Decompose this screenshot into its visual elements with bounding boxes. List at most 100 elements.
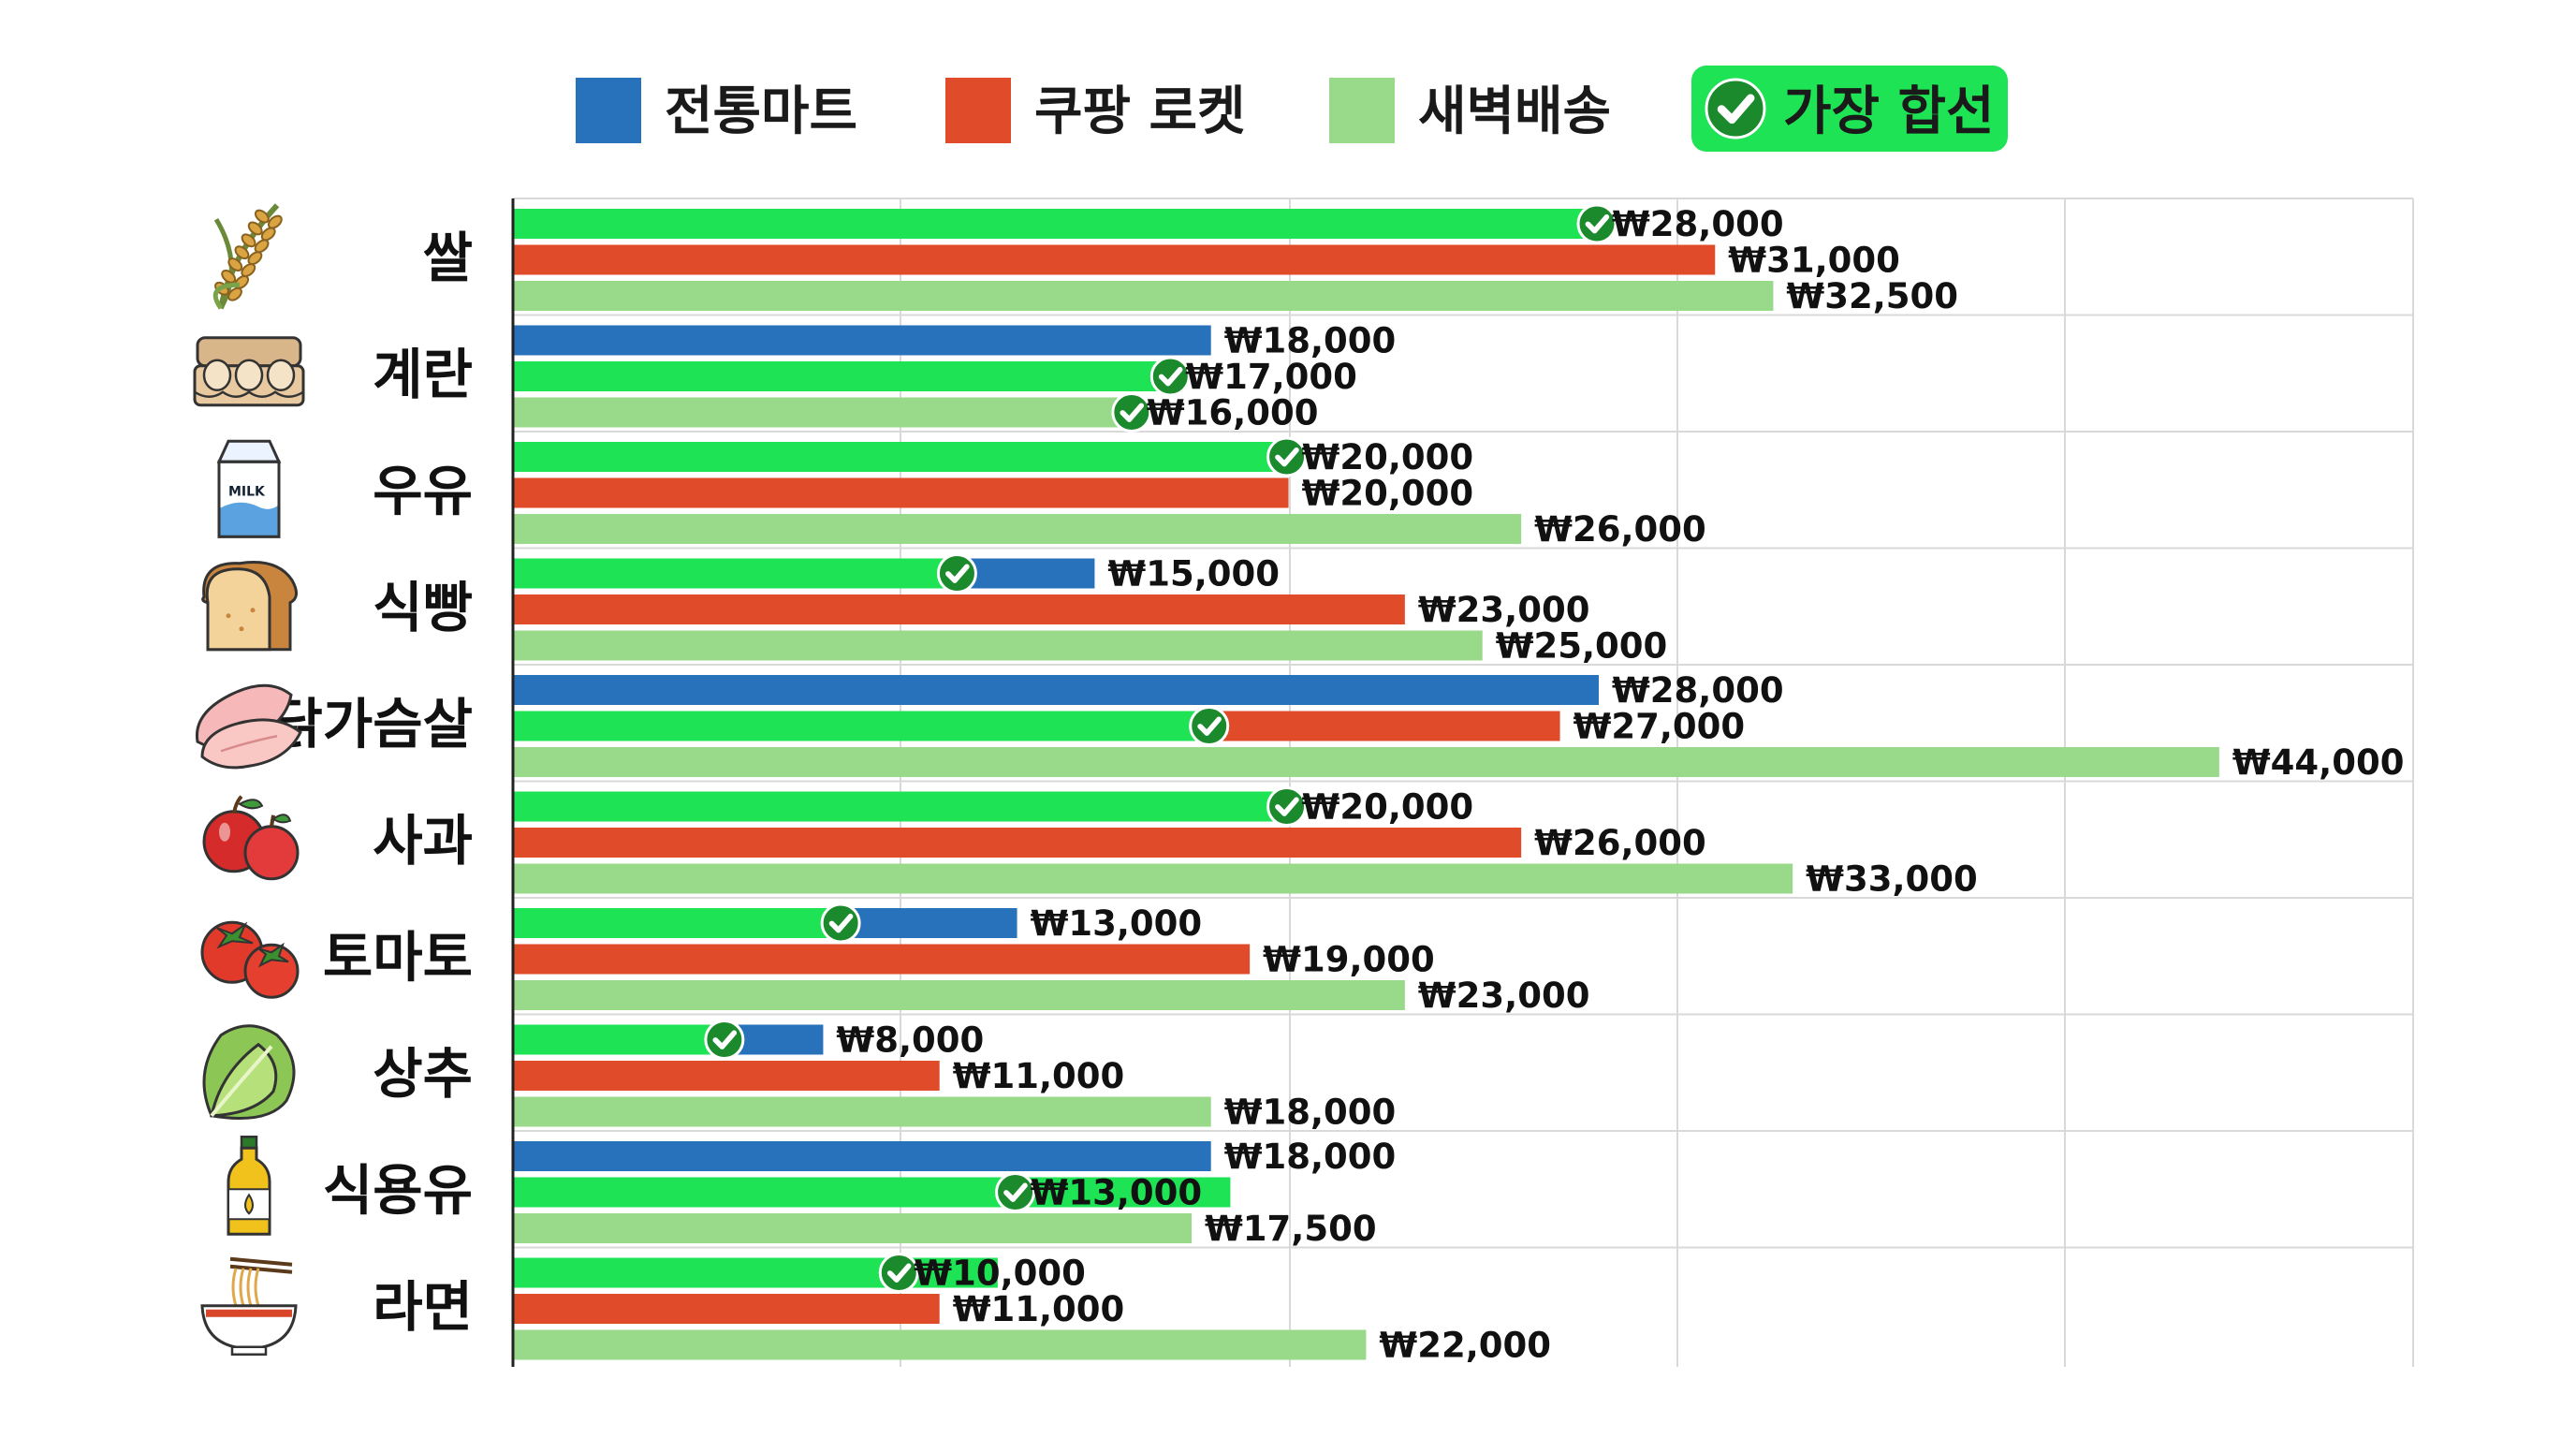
check-icon bbox=[995, 1172, 1036, 1212]
bar bbox=[842, 908, 1017, 938]
bar bbox=[513, 514, 1522, 544]
legend-swatch bbox=[576, 78, 641, 143]
bar-group: 닭가슴살 ₩28,000₩27,000 ₩44,000 bbox=[195, 670, 2405, 783]
bar-group: 라면 ₩10,000₩11,000 ₩22,000 bbox=[200, 1253, 1551, 1366]
bar bbox=[513, 594, 1405, 624]
check-icon bbox=[820, 902, 861, 944]
bar bbox=[513, 558, 959, 589]
bar-group: 식용유 ₩18,000 ₩13,000₩17,500 bbox=[227, 1136, 1397, 1249]
bar bbox=[513, 980, 1405, 1010]
legend-highlight bbox=[1691, 66, 2008, 152]
bar bbox=[513, 908, 843, 938]
bar-group: 사과 ₩20,000 ₩26,000 ₩33,000 bbox=[202, 786, 1978, 900]
bar bbox=[513, 281, 1774, 311]
value-label: ₩23,000 bbox=[1418, 590, 1590, 630]
value-label: ₩20,000 bbox=[1302, 474, 1474, 514]
bar bbox=[513, 747, 2219, 777]
bar bbox=[513, 361, 1173, 391]
category-label: 식용유 bbox=[323, 1158, 473, 1222]
bar-groups: 쌀₩28,000₩31,000₩32,500계란₩18,000₩17,000₩1… bbox=[193, 203, 2405, 1366]
bar bbox=[513, 1329, 1367, 1360]
value-label: ₩31,000 bbox=[1728, 241, 1900, 281]
value-label: ₩13,000 bbox=[1031, 903, 1203, 944]
value-label: ₩16,000 bbox=[1147, 393, 1319, 433]
value-label: ₩32,500 bbox=[1786, 276, 1958, 316]
bar bbox=[513, 1213, 1192, 1243]
check-icon bbox=[1189, 706, 1230, 746]
bar-group: 계란 ₩18,000₩17,000₩16,000 bbox=[193, 321, 1397, 433]
milk-carton-icon: MILK bbox=[216, 439, 282, 538]
bar bbox=[513, 397, 1134, 428]
value-label: ₩18,000 bbox=[1224, 321, 1397, 361]
value-label: ₩28,000 bbox=[1612, 670, 1784, 711]
category-label: 라면 bbox=[373, 1275, 473, 1339]
value-label: ₩20,000 bbox=[1302, 787, 1474, 828]
value-label: ₩19,000 bbox=[1263, 940, 1435, 980]
check-icon bbox=[1266, 786, 1308, 827]
bar bbox=[513, 1061, 940, 1091]
bar bbox=[513, 1096, 1211, 1127]
check-icon bbox=[936, 553, 977, 594]
value-label: ₩8,000 bbox=[836, 1020, 984, 1061]
bar bbox=[513, 325, 1211, 356]
bar bbox=[513, 1294, 940, 1324]
value-label: ₩17,000 bbox=[1185, 357, 1357, 397]
value-label: ₩44,000 bbox=[2232, 742, 2405, 783]
value-label: ₩11,000 bbox=[953, 1289, 1125, 1329]
legend-item: 새벽배송 bbox=[1329, 78, 1611, 143]
value-label: ₩17,500 bbox=[1205, 1209, 1377, 1249]
rice-icon bbox=[212, 203, 283, 310]
ramen-icon bbox=[200, 1256, 298, 1356]
legend-item-cheapest: 가장 합선 bbox=[1691, 66, 2008, 152]
value-label: ₩18,000 bbox=[1224, 1093, 1397, 1133]
category-label: 식빵 bbox=[373, 576, 473, 639]
bar bbox=[513, 944, 1251, 975]
legend-label: 새벽배송 bbox=[1418, 81, 1611, 142]
check-icon bbox=[1266, 436, 1308, 477]
category-label: 닭가슴살 bbox=[273, 692, 473, 756]
bar-group: 상추 ₩8,000₩11,000 ₩18,000 bbox=[202, 1020, 1397, 1133]
legend-swatch bbox=[1329, 78, 1395, 143]
bar bbox=[513, 828, 1522, 858]
value-label: ₩20,000 bbox=[1302, 437, 1474, 477]
category-label: 사과 bbox=[373, 809, 473, 873]
category-label: 상추 bbox=[373, 1042, 473, 1106]
bar-group: 우유 MILK ₩20,000₩20,000 ₩26,000 bbox=[216, 436, 1706, 550]
milk-carton-glyph: MILK bbox=[228, 484, 266, 499]
value-label: ₩33,000 bbox=[1806, 859, 1978, 900]
value-label: ₩10,000 bbox=[914, 1254, 1086, 1294]
check-icon bbox=[1111, 392, 1152, 433]
legend-label: 전통마트 bbox=[665, 81, 857, 142]
bar bbox=[513, 244, 1716, 275]
bar bbox=[513, 863, 1793, 894]
legend-swatch bbox=[945, 78, 1011, 143]
grid bbox=[513, 198, 2414, 1367]
bread-icon bbox=[201, 561, 298, 652]
value-label: ₩26,000 bbox=[1534, 823, 1706, 863]
bar-group: 쌀 ₩28,000₩31,000₩32,500 bbox=[212, 203, 1958, 316]
bar bbox=[513, 209, 1599, 239]
bar bbox=[513, 1177, 1231, 1208]
check-icon bbox=[878, 1253, 919, 1293]
check-icon bbox=[1576, 203, 1617, 244]
value-label: ₩11,000 bbox=[953, 1056, 1125, 1096]
value-label: ₩22,000 bbox=[1379, 1326, 1551, 1366]
bar bbox=[513, 1141, 1211, 1171]
value-label: ₩27,000 bbox=[1573, 707, 1746, 747]
value-label: ₩23,000 bbox=[1418, 976, 1590, 1016]
bar bbox=[513, 711, 1211, 741]
value-label: ₩13,000 bbox=[1031, 1173, 1203, 1213]
chicken-breast-icon bbox=[195, 683, 302, 770]
check-icon bbox=[704, 1020, 745, 1060]
bar bbox=[513, 442, 1289, 472]
legend-item: 쿠팡 로켓 bbox=[945, 78, 1246, 143]
bar bbox=[513, 630, 1483, 661]
value-label: ₩18,000 bbox=[1224, 1137, 1397, 1177]
egg-carton-icon bbox=[193, 336, 305, 407]
bar bbox=[513, 675, 1599, 705]
bar bbox=[959, 558, 1095, 589]
group-separators bbox=[513, 314, 2413, 1249]
apple-icon bbox=[202, 795, 300, 881]
value-label: ₩26,000 bbox=[1534, 509, 1706, 550]
